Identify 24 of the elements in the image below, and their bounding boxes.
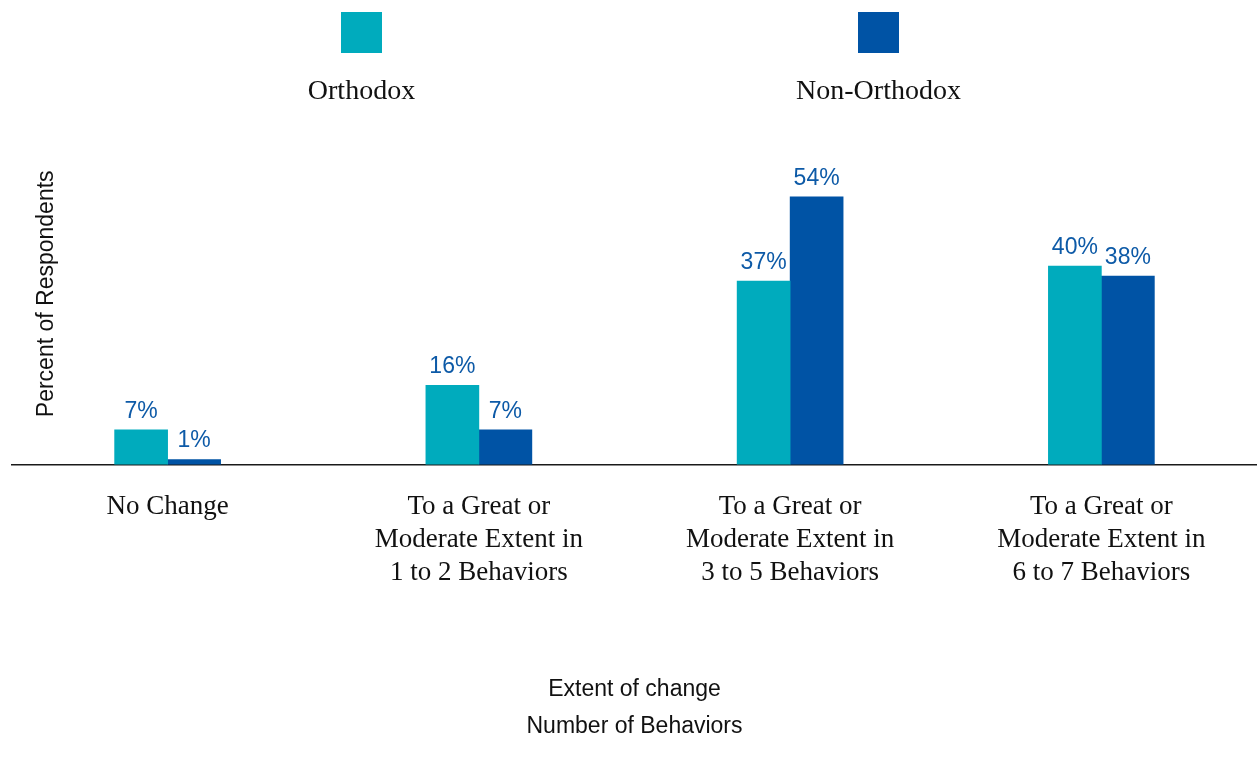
bar — [1048, 265, 1102, 465]
data-label: 54% — [793, 163, 840, 190]
x-axis-title: Extent of change Number of Behaviors — [526, 675, 743, 738]
data-label: 40% — [1051, 233, 1098, 260]
x-tick-label: To a Great or Moderate Extent in 3 to 5 Behaviors — [685, 490, 895, 587]
bar — [1101, 275, 1155, 465]
y-axis-title: Percent of Respondents — [32, 170, 59, 418]
bar — [736, 280, 791, 465]
legend-label: Orthodox — [307, 73, 416, 107]
data-label: 38% — [1104, 242, 1151, 269]
data-label: 1% — [177, 426, 211, 453]
data-label: 7% — [488, 396, 522, 423]
data-label: 7% — [124, 396, 158, 423]
x-tick-label: To a Great or Moderate Extent in 1 to 2 Behaviors — [374, 490, 584, 587]
bar — [789, 196, 844, 465]
legend-label: Non-Orthodox — [796, 73, 961, 107]
bar — [425, 384, 480, 465]
data-label: 37% — [740, 247, 787, 274]
x-tick-label: To a Great or Moderate Extent in 6 to 7 Behaviors — [997, 490, 1207, 587]
bar — [167, 459, 221, 465]
x-tick-label: No Change — [106, 490, 229, 521]
bar — [114, 429, 168, 465]
data-label: 16% — [429, 352, 476, 379]
bar — [478, 429, 533, 465]
